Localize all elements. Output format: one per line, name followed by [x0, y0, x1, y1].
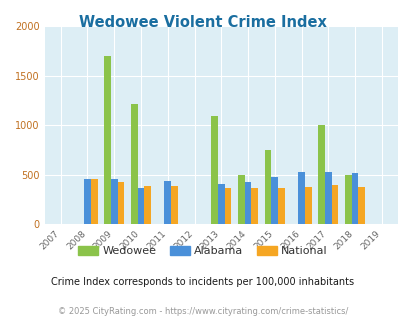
Bar: [277, 188, 284, 224]
Text: Wedowee Violent Crime Index: Wedowee Violent Crime Index: [79, 15, 326, 30]
Bar: [344, 175, 351, 224]
Bar: [131, 104, 137, 224]
Bar: [237, 175, 244, 224]
Bar: [137, 188, 144, 224]
Bar: [217, 184, 224, 224]
Bar: [104, 56, 111, 224]
Bar: [251, 188, 258, 224]
Bar: [271, 177, 277, 224]
Bar: [244, 182, 251, 224]
Text: Crime Index corresponds to incidents per 100,000 inhabitants: Crime Index corresponds to incidents per…: [51, 277, 354, 287]
Bar: [84, 179, 91, 224]
Legend: Wedowee, Alabama, National: Wedowee, Alabama, National: [73, 242, 332, 261]
Bar: [304, 187, 311, 224]
Bar: [358, 187, 364, 224]
Bar: [331, 185, 337, 224]
Bar: [297, 172, 304, 224]
Bar: [117, 182, 124, 224]
Bar: [224, 188, 231, 224]
Bar: [91, 179, 97, 224]
Bar: [351, 173, 358, 224]
Text: © 2025 CityRating.com - https://www.cityrating.com/crime-statistics/: © 2025 CityRating.com - https://www.city…: [58, 307, 347, 316]
Bar: [324, 172, 331, 224]
Bar: [164, 181, 171, 224]
Bar: [171, 186, 177, 224]
Bar: [111, 179, 117, 224]
Bar: [318, 125, 324, 224]
Bar: [211, 115, 217, 224]
Bar: [144, 186, 151, 224]
Bar: [264, 150, 271, 224]
